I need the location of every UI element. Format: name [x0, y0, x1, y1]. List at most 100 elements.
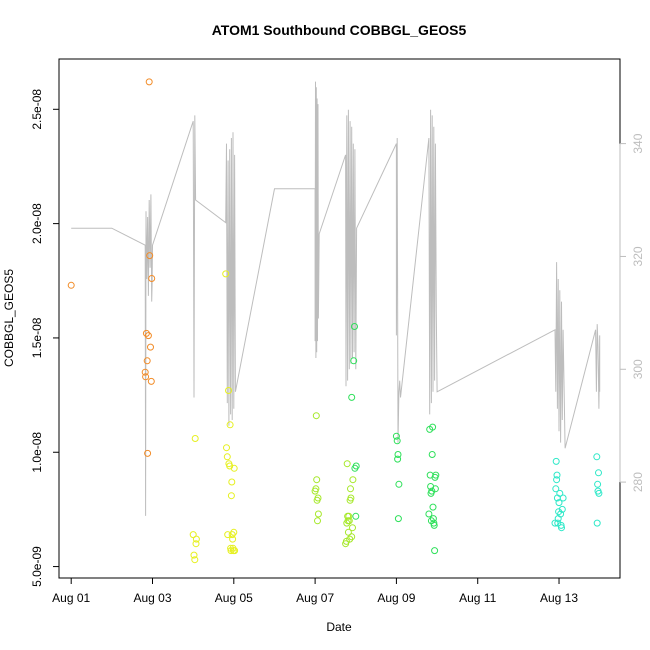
data-point	[593, 453, 601, 461]
data-point	[346, 535, 354, 543]
data-point	[595, 489, 603, 497]
data-point	[593, 519, 601, 527]
plot-frame	[58, 58, 621, 579]
right-tick-label: 300	[631, 359, 645, 379]
x-tick-label: Aug 05	[215, 591, 253, 605]
data-point	[225, 387, 232, 394]
data-point	[552, 485, 560, 493]
data-point	[553, 471, 561, 479]
data-point	[595, 469, 602, 477]
data-point	[553, 476, 561, 484]
data-point	[394, 451, 402, 458]
data-point	[429, 515, 437, 523]
data-point	[312, 485, 320, 493]
y-tick-label: 5.0e-09	[30, 546, 44, 587]
axes-layer: Aug 01 Aug 03 Aug 05 Aug 07 Aug 09 Aug 11 Aug …	[30, 89, 645, 605]
data-point	[431, 485, 439, 493]
data-point	[142, 373, 150, 381]
data-point	[351, 323, 358, 330]
data-point	[348, 393, 356, 401]
data-point	[429, 423, 437, 431]
points-layer	[67, 78, 603, 564]
right-tick-label: 280	[631, 472, 645, 492]
altitude-line-layer	[71, 81, 601, 516]
data-point	[147, 343, 154, 351]
data-point	[191, 556, 199, 564]
data-point	[67, 281, 75, 289]
data-point	[230, 528, 238, 536]
data-point	[394, 515, 402, 523]
data-point	[352, 462, 360, 470]
data-point	[146, 252, 154, 260]
data-point	[552, 457, 560, 465]
data-point	[558, 524, 565, 532]
y-axis-label: COBBGL_GEOS5	[2, 269, 16, 367]
data-point	[428, 487, 436, 495]
y-tick-label: 1.0e-08	[30, 432, 44, 473]
x-tick-label: Aug 01	[52, 591, 90, 605]
data-point	[228, 478, 236, 486]
data-point	[345, 512, 353, 520]
data-point	[555, 508, 563, 516]
data-point	[143, 357, 151, 365]
data-point	[425, 510, 433, 518]
x-tick-label: Aug 07	[296, 591, 334, 605]
data-point	[392, 432, 400, 440]
data-point	[227, 547, 235, 555]
data-point	[312, 412, 320, 420]
data-point	[230, 464, 238, 472]
data-point	[142, 329, 150, 337]
data-point	[349, 524, 356, 532]
data-point	[347, 485, 354, 493]
data-point	[226, 421, 234, 429]
data-point	[223, 444, 230, 452]
data-point	[556, 489, 564, 497]
data-point	[558, 505, 566, 513]
data-point	[314, 517, 321, 525]
y-tick-label: 2.5e-08	[30, 89, 44, 130]
data-point	[144, 449, 152, 457]
data-point	[429, 503, 437, 511]
data-point	[231, 547, 239, 555]
chart-title: ATOM1 Southbound COBBGL_GEOS5	[212, 22, 467, 38]
x-tick-label: Aug 09	[377, 591, 415, 605]
y-tick-label: 1.5e-08	[30, 317, 44, 358]
data-point	[190, 551, 198, 559]
y-tick-label: 2.0e-08	[30, 203, 44, 244]
x-axis-label: Date	[326, 620, 352, 634]
data-point	[349, 476, 357, 484]
data-point	[313, 476, 321, 484]
data-point	[148, 275, 156, 282]
data-point	[344, 528, 352, 536]
data-point	[223, 453, 231, 461]
data-point	[192, 535, 200, 543]
data-point	[395, 480, 403, 488]
data-point	[430, 521, 438, 529]
data-point	[345, 517, 353, 525]
data-point	[144, 332, 152, 340]
x-tick-label: Aug 13	[540, 591, 578, 605]
data-point	[347, 494, 355, 502]
data-point	[551, 519, 559, 527]
data-point	[147, 377, 155, 385]
data-point	[557, 510, 565, 518]
data-point	[428, 451, 436, 458]
right-tick-label: 340	[631, 133, 645, 153]
data-point	[189, 531, 197, 539]
data-point	[343, 460, 351, 468]
data-point	[314, 510, 322, 518]
data-point	[145, 78, 153, 86]
x-tick-label: Aug 03	[133, 591, 171, 605]
data-point	[394, 455, 402, 463]
x-tick-label: Aug 11	[459, 591, 496, 605]
data-point	[141, 368, 149, 376]
data-point	[227, 492, 235, 500]
data-point	[559, 494, 567, 502]
data-point	[222, 270, 230, 278]
altitude-line	[71, 81, 601, 516]
data-point	[191, 435, 199, 442]
data-point	[224, 531, 232, 539]
data-point	[432, 471, 440, 479]
data-point	[192, 540, 200, 548]
